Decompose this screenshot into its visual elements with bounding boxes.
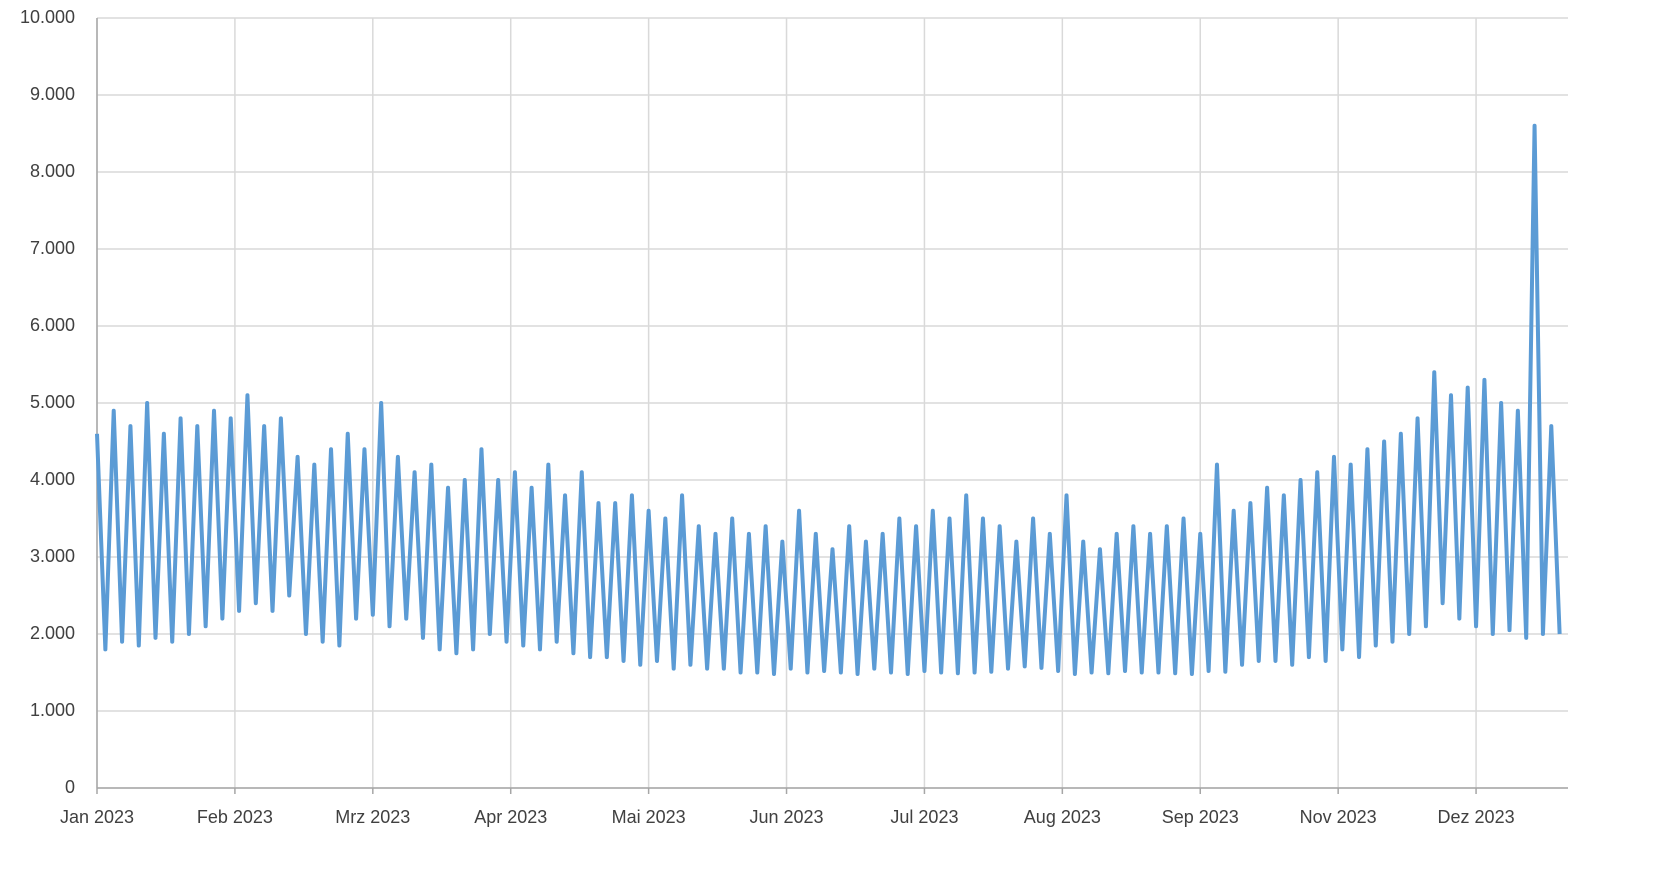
x-tick-label: Jun 2023: [749, 807, 823, 827]
y-tick-label: 6.000: [30, 315, 75, 335]
y-tick-label: 3.000: [30, 546, 75, 566]
x-tick-label: Mai 2023: [612, 807, 686, 827]
x-tick-label: Apr 2023: [474, 807, 547, 827]
y-tick-label: 1.000: [30, 700, 75, 720]
y-tick-label: 7.000: [30, 238, 75, 258]
x-tick-label: Jul 2023: [890, 807, 958, 827]
y-tick-label: 9.000: [30, 84, 75, 104]
y-tick-label: 5.000: [30, 392, 75, 412]
y-tick-label: 2.000: [30, 623, 75, 643]
y-tick-label: 4.000: [30, 469, 75, 489]
x-tick-label: Feb 2023: [197, 807, 273, 827]
y-tick-label: 10.000: [20, 7, 75, 27]
x-tick-label: Mrz 2023: [335, 807, 410, 827]
y-tick-label: 8.000: [30, 161, 75, 181]
x-tick-label: Aug 2023: [1024, 807, 1101, 827]
x-tick-label: Nov 2023: [1300, 807, 1377, 827]
x-tick-label: Jan 2023: [60, 807, 134, 827]
x-tick-label: Sep 2023: [1162, 807, 1239, 827]
y-tick-label: 0: [65, 777, 75, 797]
data-line: [95, 123, 1562, 677]
x-tick-label: Dez 2023: [1438, 807, 1515, 827]
